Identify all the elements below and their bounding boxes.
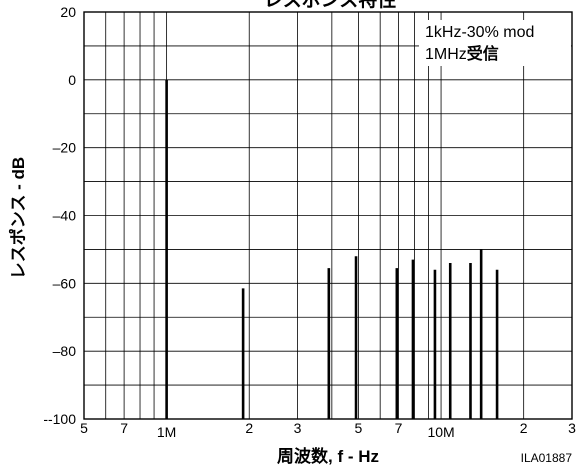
plot-frame [83, 11, 573, 420]
annotation-line-1: 1kHz-30% mod [425, 24, 534, 41]
x-axis-label: 周波数, f - Hz [277, 446, 379, 466]
y-tick-label-4: –60 [53, 275, 77, 291]
x-tick-label-8: 2 [520, 420, 528, 436]
y-tick-label-0: 20 [60, 4, 76, 20]
y-axis-label: レスポンス - dB [8, 157, 28, 279]
y-tick-label-5: –80 [53, 343, 77, 359]
x-tick-label-0: 5 [80, 420, 88, 436]
x-tick-label-3: 2 [245, 420, 253, 436]
y-tick-labels: 20 0 –20 –40 –60 –80 --100 [43, 4, 76, 427]
x-tick-label-5: 5 [355, 420, 363, 436]
x-tick-labels: 5 7 1M 2 3 5 7 10M 2 3 [80, 420, 576, 440]
x-tick-label-4: 3 [294, 420, 302, 436]
bars [165, 79, 499, 419]
y-tick-label-2: –20 [53, 140, 77, 156]
x-tick-label-1: 7 [120, 420, 128, 436]
y-tick-label-3: –40 [53, 208, 77, 224]
annotation-reception: 受信 [467, 44, 499, 63]
x-tick-label-9: 3 [568, 420, 576, 436]
y-tick-label-1: 0 [68, 72, 76, 88]
x-tick-label-7: 10M [427, 424, 454, 440]
y-tick-label-6: --100 [43, 411, 76, 427]
annotation-frequency: 1MHz [425, 46, 467, 63]
annotation-line-2: 1MHz受信 [425, 44, 499, 63]
figure-id: ILA01887 [521, 451, 573, 465]
x-tick-label-6: 7 [395, 420, 403, 436]
x-tick-label-2: 1M [157, 424, 176, 440]
chart-title: レスポンス特性 [264, 0, 397, 11]
annotation-background [419, 20, 571, 66]
